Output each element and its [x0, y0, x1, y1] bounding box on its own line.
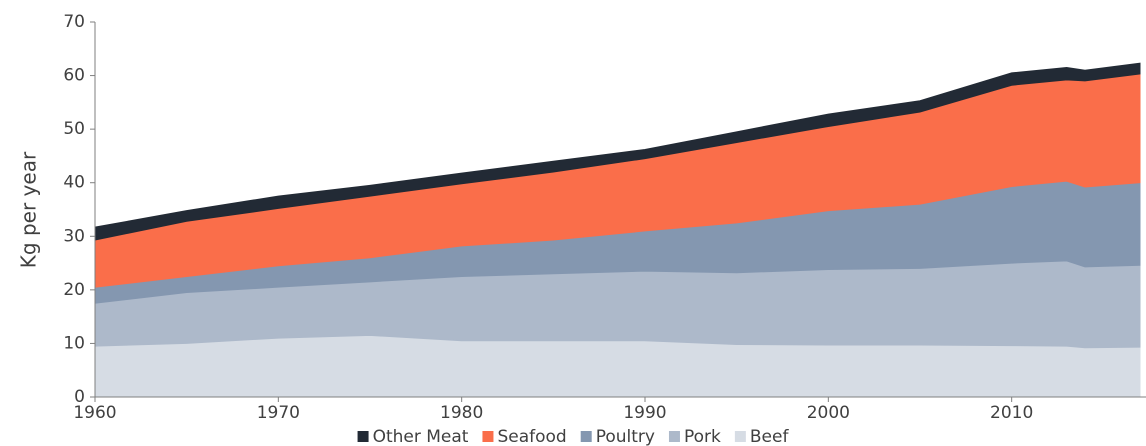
y-axis-label: Kg per year [17, 151, 41, 268]
legend-label: Seafood [497, 427, 566, 446]
x-tick-label: 2010 [990, 403, 1033, 423]
legend-label: Pork [684, 427, 721, 446]
legend-swatch [357, 431, 369, 442]
x-tick-label: 1960 [73, 403, 116, 423]
y-tick-label: 10 [63, 333, 85, 353]
y-tick-label: 60 [63, 66, 85, 86]
y-tick-label: 40 [63, 173, 85, 193]
legend-item: Other Meat [357, 427, 469, 446]
legend-item: Beef [734, 427, 790, 446]
legend-label: Other Meat [373, 427, 469, 446]
legend-item: Pork [668, 427, 721, 446]
x-tick-label: 1970 [257, 403, 300, 423]
legend-swatch [734, 431, 746, 442]
legend-item: Seafood [482, 427, 567, 446]
legend-swatch [482, 431, 494, 442]
y-tick-label: 70 [63, 12, 85, 32]
legend-item: Poultry [580, 427, 655, 446]
x-tick-label: 1990 [623, 403, 666, 423]
area-4 [94, 62, 1141, 241]
y-tick-label: 0 [74, 387, 85, 407]
legend-swatch [668, 431, 680, 442]
y-tick-label: 30 [63, 226, 85, 246]
legend-label: Poultry [596, 427, 655, 446]
legend-label: Beef [750, 427, 790, 446]
y-tick-label: 20 [63, 280, 85, 300]
x-tick-label: 1980 [440, 403, 483, 423]
y-tick-label: 50 [63, 119, 85, 139]
legend-swatch [580, 431, 592, 442]
x-tick-label: 2000 [807, 403, 850, 423]
